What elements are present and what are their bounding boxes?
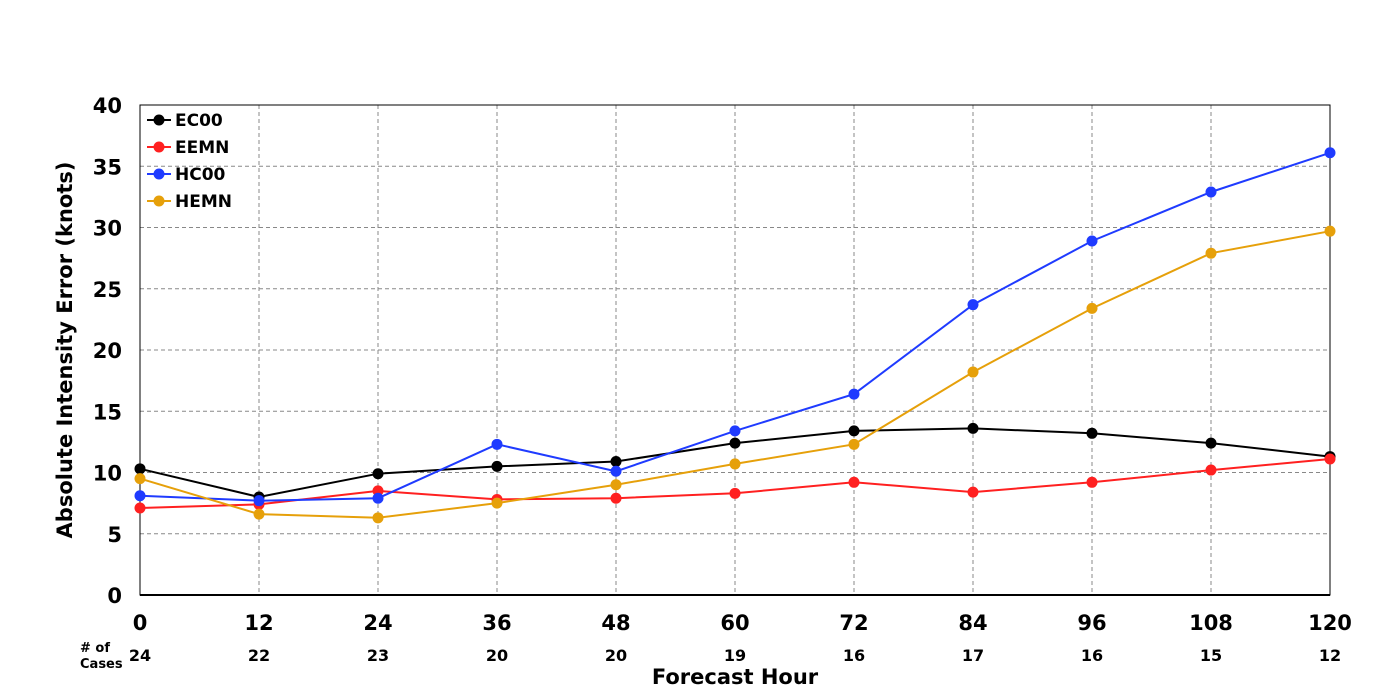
data-point-hc00 (1324, 147, 1336, 159)
data-point-hc00 (1205, 186, 1217, 198)
data-point-hemn (372, 512, 384, 524)
y-tick-label: 10 (93, 462, 122, 486)
case-count: 22 (248, 646, 270, 665)
cases-label-line-1: # of (80, 641, 110, 656)
tick-labels: 0 5 10 15 20 25 30 35 40 0 12 24 36 48 60 72 84 96 108 120 (93, 94, 1352, 635)
data-point-hc00 (610, 465, 622, 477)
data-point-ec00 (610, 455, 622, 467)
y-tick-label: 20 (93, 339, 122, 363)
legend-label-eemn: EEMN (175, 138, 229, 158)
data-point-hc00 (848, 388, 860, 400)
x-tick-label: 24 (363, 611, 392, 635)
data-point-ec00 (1205, 437, 1217, 449)
legend-marker-hemn (153, 195, 165, 207)
data-point-hemn (610, 479, 622, 491)
y-axis-label: Absolute Intensity Error (knots) (53, 162, 77, 539)
case-count: 19 (724, 646, 746, 665)
case-count: 17 (962, 646, 984, 665)
case-count: 12 (1319, 646, 1341, 665)
axes (139, 104, 1331, 596)
y-tick-label: 35 (93, 155, 122, 179)
case-count: 23 (367, 646, 389, 665)
data-point-eemn (1324, 453, 1336, 465)
data-point-ec00 (491, 460, 503, 472)
data-point-eemn (1205, 464, 1217, 476)
data-point-hemn (253, 508, 265, 520)
series-lines (134, 147, 1336, 524)
legend-marker-hc00 (153, 168, 165, 180)
x-tick-label: 36 (482, 611, 511, 635)
data-point-hemn (848, 438, 860, 450)
data-point-ec00 (848, 425, 860, 437)
legend-label-ec00: EC00 (175, 111, 223, 131)
data-point-hc00 (491, 438, 503, 450)
y-tick-label: 30 (93, 217, 122, 241)
data-point-hc00 (134, 490, 146, 502)
x-tick-label: 108 (1189, 611, 1233, 635)
x-axis-label: Forecast Hour (652, 665, 819, 689)
data-point-ec00 (967, 422, 979, 434)
x-tick-label: 120 (1308, 611, 1352, 635)
legend-marker-eemn (153, 141, 165, 153)
case-count: 24 (129, 646, 151, 665)
case-count: 16 (843, 646, 865, 665)
x-tick-label: 12 (244, 611, 273, 635)
case-count: 15 (1200, 646, 1222, 665)
x-tick-label: 96 (1077, 611, 1106, 635)
case-count: 20 (486, 646, 508, 665)
y-tick-label: 25 (93, 278, 122, 302)
data-point-hemn (729, 458, 741, 470)
data-point-ec00 (1086, 427, 1098, 439)
y-tick-label: 15 (93, 400, 122, 424)
data-point-hemn (1086, 302, 1098, 314)
data-point-hc00 (372, 492, 384, 504)
case-count: 16 (1081, 646, 1103, 665)
data-point-ec00 (729, 437, 741, 449)
grid-lines (140, 105, 1330, 595)
case-count: 20 (605, 646, 627, 665)
y-tick-label: 5 (107, 523, 122, 547)
legend-label-hemn: HEMN (175, 192, 232, 212)
cases-label-line-2: Cases (80, 657, 123, 672)
y-tick-label: 40 (93, 94, 122, 118)
data-point-eemn (134, 502, 146, 514)
data-point-ec00 (372, 468, 384, 480)
data-point-hemn (134, 473, 146, 485)
x-tick-label: 0 (133, 611, 148, 635)
data-point-hc00 (729, 425, 741, 437)
data-point-hc00 (967, 299, 979, 311)
legend-label-hc00: HC00 (175, 165, 226, 185)
y-tick-label: 0 (107, 584, 122, 608)
data-point-hemn (1324, 225, 1336, 237)
data-point-hc00 (253, 495, 265, 507)
x-tick-label: 48 (601, 611, 630, 635)
data-point-eemn (967, 486, 979, 498)
data-point-eemn (848, 476, 860, 488)
data-point-hemn (1205, 247, 1217, 259)
x-tick-label: 72 (839, 611, 868, 635)
data-point-ec00 (134, 463, 146, 475)
x-tick-label: 84 (958, 611, 987, 635)
legend: EC00 EEMN HC00 HEMN (147, 111, 232, 212)
legend-marker-ec00 (153, 114, 165, 126)
data-point-hc00 (1086, 235, 1098, 247)
data-point-hemn (491, 497, 503, 509)
data-point-hemn (967, 366, 979, 378)
data-point-eemn (610, 492, 622, 504)
data-point-eemn (729, 487, 741, 499)
data-point-eemn (1086, 476, 1098, 488)
x-tick-label: 60 (720, 611, 749, 635)
